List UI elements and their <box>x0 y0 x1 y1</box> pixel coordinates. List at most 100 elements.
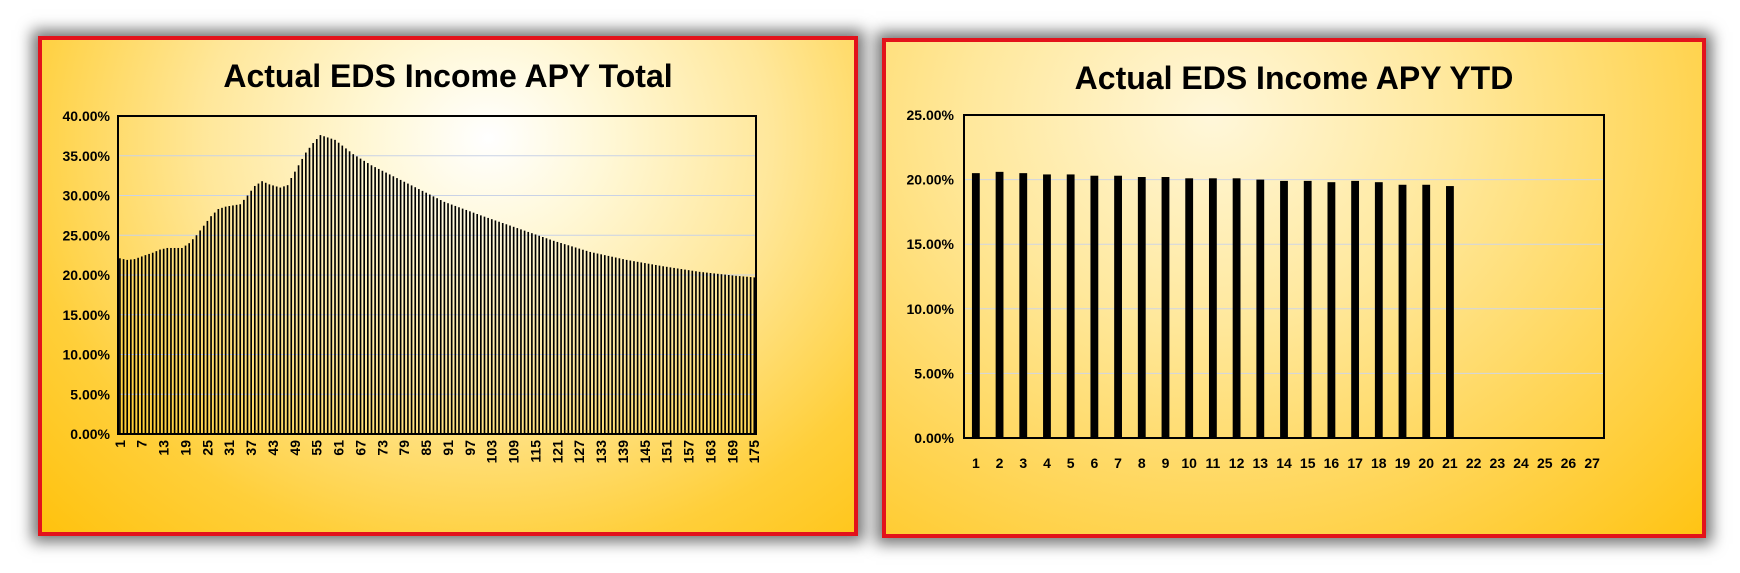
plot-area <box>117 115 757 435</box>
bar <box>629 260 632 434</box>
bar <box>1303 180 1312 438</box>
y-tick-label: 30.00% <box>63 188 111 204</box>
x-tick-label: 85 <box>418 440 434 456</box>
bar <box>425 192 427 434</box>
bar <box>622 259 624 434</box>
bar <box>611 256 613 434</box>
bar <box>614 257 617 434</box>
x-tick-label: 18 <box>1371 455 1387 471</box>
x-tick-label: 20 <box>1418 455 1434 471</box>
x-tick-label: 19 <box>1395 455 1411 471</box>
y-tick-label: 0.00% <box>70 426 110 442</box>
y-tick-label: 40.00% <box>63 108 111 124</box>
x-tick-label: 169 <box>724 440 740 464</box>
bar <box>578 248 581 434</box>
bar <box>283 186 285 434</box>
x-tick-label: 79 <box>396 440 412 456</box>
bar <box>297 165 300 434</box>
bar <box>436 198 438 434</box>
bar <box>640 262 643 434</box>
y-tick-label: 15.00% <box>907 236 955 252</box>
bar <box>264 182 267 434</box>
x-tick-label: 97 <box>462 440 478 456</box>
bar <box>1137 177 1146 439</box>
bar <box>669 267 672 434</box>
bar <box>341 145 344 434</box>
bar <box>235 204 238 434</box>
bar <box>509 225 511 434</box>
x-tick-label: 6 <box>1090 455 1098 471</box>
bar <box>428 194 431 434</box>
bar <box>727 275 730 434</box>
bar <box>971 173 980 438</box>
x-tick-label: 49 <box>287 440 303 456</box>
x-tick-label: 5 <box>1067 455 1075 471</box>
x-tick-label: 21 <box>1442 455 1458 471</box>
x-tick-label: 163 <box>702 440 718 464</box>
bar <box>184 245 187 434</box>
bar <box>246 195 249 434</box>
bar <box>337 142 340 434</box>
x-tick-label: 13 <box>156 440 172 456</box>
bar <box>359 158 362 434</box>
x-tick-label: 37 <box>243 440 259 456</box>
x-tick-label: 25 <box>199 440 215 456</box>
bar <box>1446 186 1454 438</box>
bar <box>702 272 705 434</box>
bar <box>600 254 602 434</box>
bar <box>432 196 435 434</box>
bar <box>563 244 566 434</box>
bar <box>243 199 245 434</box>
bar <box>1208 178 1217 439</box>
bar <box>403 181 406 434</box>
bar <box>173 247 176 434</box>
bar <box>385 172 387 434</box>
bar <box>250 190 252 434</box>
bar <box>498 221 500 434</box>
bar <box>995 171 1004 438</box>
bar <box>735 275 737 434</box>
bar <box>691 270 694 434</box>
x-tick-label: 7 <box>134 440 150 448</box>
bar <box>155 251 158 434</box>
bar <box>275 186 278 434</box>
x-tick-label: 61 <box>331 440 347 456</box>
bar <box>345 148 347 434</box>
bar <box>272 185 274 434</box>
bar <box>418 189 420 434</box>
bar <box>483 216 486 434</box>
x-tick-label: 127 <box>571 440 587 464</box>
x-tick-label: 16 <box>1324 455 1340 471</box>
bar <box>724 274 726 434</box>
x-tick-label: 27 <box>1584 455 1600 471</box>
bar <box>560 243 562 434</box>
x-tick-label: 19 <box>177 440 193 456</box>
bar <box>1398 184 1407 438</box>
bar <box>1256 179 1265 438</box>
bar <box>541 236 544 434</box>
bar <box>305 152 307 434</box>
bar <box>684 269 686 434</box>
bar <box>742 276 745 434</box>
bar <box>213 212 216 434</box>
bar <box>603 255 606 434</box>
bar <box>348 151 351 434</box>
bar <box>450 204 453 434</box>
bar <box>367 163 369 434</box>
bar <box>217 209 220 434</box>
x-tick-label: 17 <box>1347 455 1363 471</box>
bar <box>552 240 555 434</box>
bar <box>501 223 504 434</box>
bar <box>545 238 548 434</box>
chart-panel-ytd: Actual EDS Income APY YTD 0.00% 5.00% 10.0… <box>882 38 1706 538</box>
bar <box>239 204 242 434</box>
bar <box>662 266 664 434</box>
bar <box>294 171 296 434</box>
bar <box>655 264 657 434</box>
x-tick-label: 157 <box>681 440 697 464</box>
x-tick-label: 26 <box>1561 455 1577 471</box>
bar <box>151 252 154 434</box>
y-tick-label: 15.00% <box>63 307 111 323</box>
chart-total-svg: 0.00% 5.00% 10.00% 15.00% 20.00% 25.00% 30.00%… <box>63 108 763 464</box>
bar <box>698 271 701 434</box>
